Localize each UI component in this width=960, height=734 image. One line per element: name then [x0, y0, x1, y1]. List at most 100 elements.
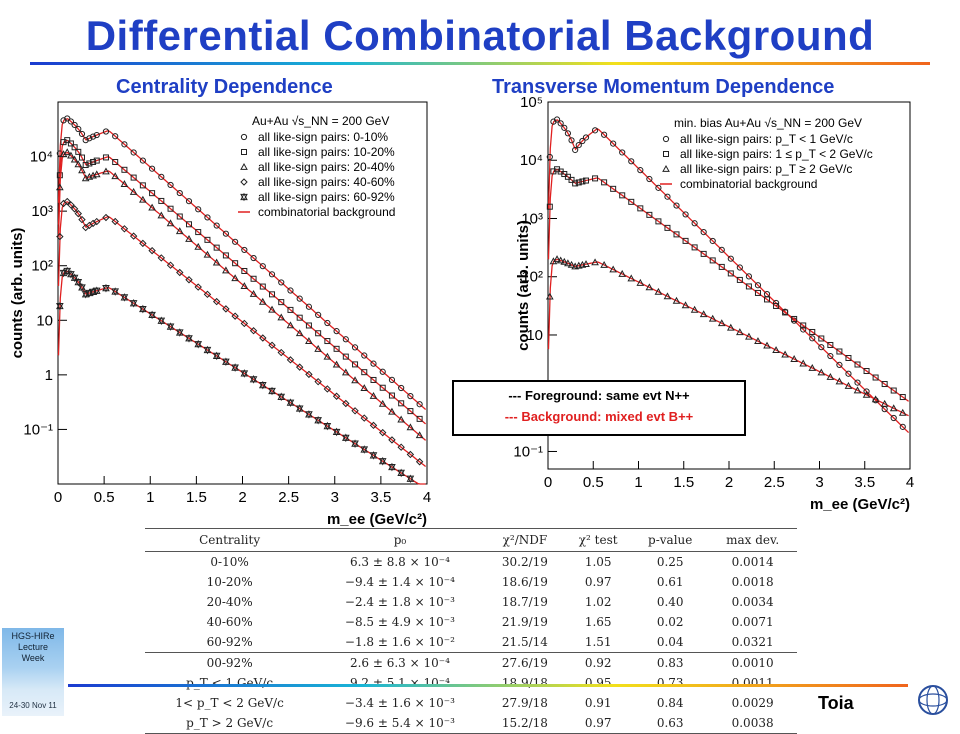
- data-point: [250, 254, 257, 262]
- data-point: [406, 450, 415, 459]
- data-point: [195, 206, 202, 213]
- data-point: [194, 339, 203, 349]
- data-point: [90, 158, 97, 165]
- data-point: [277, 348, 285, 357]
- data-point: [71, 121, 78, 129]
- y-tick-label: 10: [526, 327, 543, 344]
- data-point: [121, 141, 128, 148]
- data-point: [67, 140, 74, 147]
- data-point: [690, 305, 699, 313]
- data-point: [305, 410, 313, 419]
- data-point: [898, 408, 907, 416]
- data-point: [194, 242, 203, 250]
- data-point: [416, 401, 423, 408]
- data-point: [835, 377, 844, 385]
- data-point: [745, 273, 753, 280]
- x-tick-label: 2.5: [764, 474, 785, 491]
- lecture-week-badge: HGS-HIRe Lecture Week 24-30 Nov 11: [2, 628, 64, 716]
- table-row: 10-20% −9.4 ± 1.4 × 10⁻⁴ 18.6/19 0.97 0.61 0.…: [145, 572, 797, 592]
- table-cell: −9.6 ± 5.4 × 10⁻³: [314, 713, 486, 734]
- y-tick-label: 10⁵: [520, 94, 543, 111]
- data-point: [572, 146, 579, 154]
- table-cell: 0.04: [656, 635, 684, 649]
- fit-results-table: Centrality p₀ χ²/NDF χ² test p-value max dev.…: [145, 528, 797, 734]
- data-point: [194, 283, 202, 291]
- data-point: [601, 179, 608, 186]
- data-point: [406, 474, 415, 484]
- legend-entry: all like-sign pairs: 0-10%: [258, 130, 388, 144]
- legend-marker: [662, 135, 670, 143]
- data-point: [700, 229, 707, 236]
- table-cell: 27.6/19: [485, 652, 565, 673]
- series-2-markers: [545, 255, 907, 416]
- data-point: [881, 381, 888, 388]
- y-tick-label: 10³: [521, 210, 543, 227]
- series-2-markers: [55, 148, 424, 439]
- data-point: [129, 298, 138, 308]
- data-point: [709, 237, 716, 245]
- legend-entry: all like-sign pairs: p_T ≥ 2 GeV/c: [680, 162, 852, 176]
- data-point: [727, 270, 734, 277]
- data-point: [148, 165, 156, 172]
- data-point: [772, 346, 780, 354]
- data-point: [56, 232, 64, 241]
- badge-line-2: Lecture: [17, 642, 49, 652]
- data-point: [560, 257, 569, 265]
- data-point: [296, 314, 303, 321]
- data-point: [63, 148, 72, 156]
- table-cell: 0.97: [584, 575, 612, 589]
- data-point: [158, 197, 165, 204]
- table-cell: 1.05: [584, 555, 612, 569]
- y-tick-label: 10⁻¹: [513, 443, 543, 460]
- table-cell: 0-10%: [210, 555, 249, 569]
- table-cell: 00-92%: [145, 652, 315, 673]
- table-cell: 10-20%: [206, 575, 253, 589]
- data-point: [185, 234, 193, 242]
- data-point: [166, 261, 175, 269]
- data-point: [204, 236, 211, 243]
- data-point: [388, 392, 395, 399]
- data-point: [78, 283, 86, 292]
- data-point: [139, 195, 147, 203]
- data-point: [818, 344, 825, 351]
- data-point: [628, 198, 635, 205]
- data-point: [212, 297, 221, 306]
- data-point: [149, 190, 156, 197]
- badge-line-1: HGS-HIRe: [11, 631, 55, 641]
- data-point: [416, 415, 423, 422]
- data-point: [378, 399, 387, 407]
- data-point: [718, 263, 725, 270]
- y-tick-label: 10⁴: [30, 149, 53, 166]
- footer-rule: [68, 684, 908, 687]
- data-point: [844, 381, 853, 389]
- table-cell: 0.0010: [708, 652, 797, 673]
- data-point: [185, 276, 193, 284]
- table-cell: 40-60%: [206, 615, 253, 629]
- data-point: [175, 328, 184, 337]
- x-tick-label: 2.5: [278, 489, 299, 506]
- data-point: [836, 348, 843, 355]
- data-point: [553, 116, 561, 123]
- background-note: --- Background: mixed evt B++: [504, 409, 694, 424]
- data-point: [176, 189, 183, 197]
- data-point: [71, 144, 78, 151]
- data-point: [827, 341, 834, 348]
- data-point: [818, 335, 825, 342]
- data-point: [74, 209, 83, 218]
- data-point: [754, 282, 762, 289]
- data-point: [397, 443, 405, 451]
- data-point: [351, 344, 359, 351]
- y-tick-label: 1: [45, 367, 53, 384]
- data-point: [277, 392, 286, 402]
- data-point: [74, 277, 83, 287]
- table-cell: 30.2/19: [501, 555, 548, 569]
- table-cell: −8.5 ± 4.9 × 10⁻³: [344, 615, 455, 629]
- data-point: [231, 274, 239, 282]
- data-point: [323, 421, 332, 431]
- data-point: [673, 202, 680, 209]
- table-cell: p_T < 1 GeV/c: [186, 676, 274, 690]
- table-cell: 1.02: [584, 595, 612, 609]
- data-point: [546, 153, 553, 161]
- table-cell: 0.0038: [708, 713, 797, 734]
- series-0-markers: [546, 116, 906, 430]
